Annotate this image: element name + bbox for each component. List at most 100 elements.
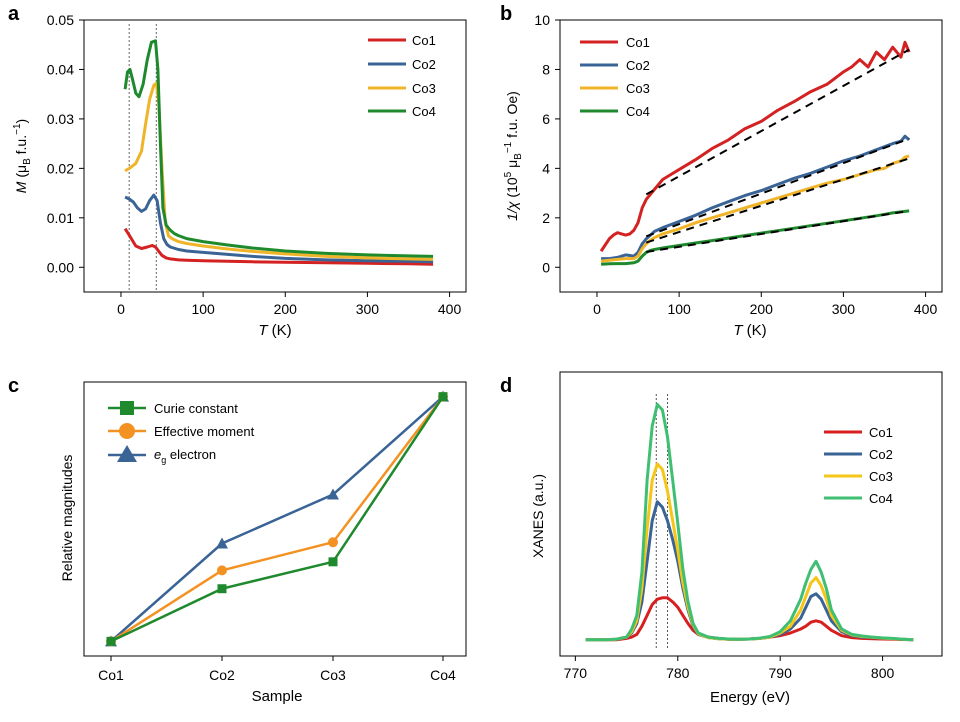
panel-b-legend-item-co2: Co2 xyxy=(580,58,650,73)
panel-c-x-tick-label-co3: Co3 xyxy=(320,667,346,683)
panel-a-legend-label-co2: Co2 xyxy=(412,57,436,72)
panel-a-y-axis-label-sup: −1 xyxy=(12,123,23,135)
panel-a-series-co1 xyxy=(123,227,434,266)
panel-c-ticks: Co1 Co2 Co3 Co4 xyxy=(98,656,456,683)
panel-c-legend-item-eg-electron: eg electron xyxy=(108,445,216,465)
panel-b-x-tick-label-300: 300 xyxy=(832,301,856,317)
panel-b-x-axis-label-var: T xyxy=(733,322,744,339)
panel-b-legend-label-co1: Co1 xyxy=(626,35,650,50)
panel-c-marker-curie-constant-co2 xyxy=(217,584,227,594)
panel-b-legend: Co1 Co2 Co3 Co4 xyxy=(580,35,650,119)
panel-a-y-axis-label-sub: B xyxy=(22,158,33,165)
panel-a-x-tick-label-400: 400 xyxy=(438,301,462,317)
panel-a-legend-item-co2: Co2 xyxy=(368,57,436,72)
panel-b-x-axis-label-unit: (K) xyxy=(743,322,767,339)
panel-c-legend-label-curie-constant: Curie constant xyxy=(154,401,238,416)
panel-d-legend-label-co4: Co4 xyxy=(869,491,893,506)
panel-c-series xyxy=(105,390,449,647)
panel-b-x-tick-label-200: 200 xyxy=(750,301,774,317)
panel-c-legend-marker-triangle xyxy=(117,445,137,462)
panel-a-legend-item-co1: Co1 xyxy=(368,33,436,48)
panel-c-marker-curie-constant-co4 xyxy=(438,392,448,402)
panel-c-marker-eg-electron-co2 xyxy=(216,537,228,549)
panel-b-fit-line-co3 xyxy=(645,157,910,244)
panel-c-legend-label-eg-main: e xyxy=(154,447,161,462)
panel-b-series-co1 xyxy=(599,40,911,253)
panel-b-x-tick-label-100: 100 xyxy=(667,301,691,317)
panel-b-legend-item-co3: Co3 xyxy=(580,81,650,96)
panel-a-y-axis-label-unit-c: ) xyxy=(13,119,29,124)
panel-d-y-axis-label: XANES (a.u.) xyxy=(530,474,546,558)
panel-c-legend-label-effective-moment: Effective moment xyxy=(154,424,255,439)
panel-c-legend-item-curie-constant: Curie constant xyxy=(108,401,238,416)
panel-a-y-tick-label-0-04: 0.04 xyxy=(47,61,74,77)
panel-c-legend-label-eg-electron: eg electron xyxy=(154,447,216,465)
panel-b-legend-item-co4: Co4 xyxy=(580,104,650,119)
panel-c-x-tick-label-co1: Co1 xyxy=(98,667,124,683)
panel-a-x-axis-label-var: T xyxy=(258,322,269,339)
panel-b-x-tick-label-0: 0 xyxy=(593,301,601,317)
panel-c-marker-curie-constant-co1 xyxy=(106,636,116,646)
panel-a-x-axis-label-unit: (K) xyxy=(268,322,292,339)
panel-c-legend-marker-circle xyxy=(119,423,135,439)
panel-a-series-co4 xyxy=(123,39,434,258)
panel-b-legend-label-co4: Co4 xyxy=(626,104,650,119)
panel-c-legend-label-eg-sub: g xyxy=(161,455,166,465)
panel-d-x-axis-label: Energy (eV) xyxy=(710,689,790,706)
panel-b-y-axis-label-sup2: −1 xyxy=(503,141,514,153)
panel-c-legend-item-effective-moment: Effective moment xyxy=(108,423,255,439)
panel-a-legend-item-co3: Co3 xyxy=(368,81,436,96)
panel-d: d 770 780 790 800 Energy (eV) XANES (a.u.) … xyxy=(500,371,943,706)
panel-b-y-axis-label-sub: B xyxy=(513,153,524,160)
panel-a-legend-label-co3: Co3 xyxy=(412,81,436,96)
panel-a-y-tick-label-0-00: 0.00 xyxy=(47,259,74,275)
panel-a-ticks: 0 100 200 300 400 0.00 0.01 0.02 0.03 0.04 0.05 xyxy=(47,12,462,317)
panel-b-y-tick-label-8: 8 xyxy=(542,61,550,77)
panel-b-fit-line-co4 xyxy=(646,209,910,253)
panel-c-legend: Curie constant Effective moment eg elect… xyxy=(108,401,255,465)
panel-a-reference-lines xyxy=(128,24,157,291)
panel-d-series xyxy=(585,403,914,642)
panel-d-legend-label-co1: Co1 xyxy=(869,425,893,440)
panel-c-legend-label-eg-rest: electron xyxy=(166,447,216,462)
panel-b-fit-line-co2 xyxy=(645,137,910,238)
panel-a-series xyxy=(123,39,434,266)
panel-b-y-tick-label-0: 0 xyxy=(542,259,550,275)
panel-b-label: b xyxy=(500,3,512,25)
panel-b-y-tick-label-2: 2 xyxy=(542,210,550,226)
panel-b-y-tick-label-4: 4 xyxy=(542,160,550,176)
panel-b-x-axis-label: T (K) xyxy=(733,322,766,339)
panel-b-legend-label-co3: Co3 xyxy=(626,81,650,96)
panel-b-y-axis-label-unit-c: f.u. Oe) xyxy=(504,91,520,142)
panel-b-frame xyxy=(559,19,943,293)
panel-a-y-axis-label-unit-b: f.u. xyxy=(13,135,29,158)
panel-a-legend-label-co4: Co4 xyxy=(412,104,436,119)
panel-a-y-tick-label-0-02: 0.02 xyxy=(47,160,74,176)
panel-c-y-axis-label: Relative magnitudes xyxy=(59,455,75,582)
panel-a-y-axis-label-var: M xyxy=(13,181,29,193)
panel-b: b 0 100 200 300 400 0 2 4 6 8 10 T (K) 1/χ (105 μB… xyxy=(500,3,943,339)
panel-b-y-axis-label-unit-b: μ xyxy=(504,160,520,172)
panel-a-legend: Co1 Co2 Co3 Co4 xyxy=(368,33,436,119)
panel-b-y-axis-label-unit-a: (10 xyxy=(504,177,520,201)
panel-a-y-axis-label-unit-a: (μ xyxy=(13,165,29,182)
panel-d-legend-item-co4: Co4 xyxy=(824,491,893,506)
panel-d-legend-item-co1: Co1 xyxy=(824,425,893,440)
panel-a-y-tick-label-0-05: 0.05 xyxy=(47,12,74,28)
panel-d-x-tick-label-780: 780 xyxy=(666,665,690,681)
panel-d-legend: Co1 Co2 Co3 Co4 xyxy=(824,425,893,506)
panel-c-marker-effective-moment-co3 xyxy=(328,537,338,548)
panel-c-x-tick-label-co2: Co2 xyxy=(209,667,235,683)
panel-b-legend-item-co1: Co1 xyxy=(580,35,650,50)
panel-d-legend-item-co3: Co3 xyxy=(824,469,893,484)
panel-b-y-tick-label-10: 10 xyxy=(534,12,550,28)
panel-b-y-tick-label-6: 6 xyxy=(542,111,550,127)
panel-a-x-tick-label-0: 0 xyxy=(117,301,125,317)
panel-a: a 0 100 200 300 4000.000.010.020.030.040.05 … xyxy=(8,3,467,339)
panel-a-y-axis-label: M (μB f.u.−1) xyxy=(12,119,33,193)
panel-d-ticks: 770 780 790 800 xyxy=(564,656,894,681)
panel-c-marker-eg-electron-co3 xyxy=(327,488,339,500)
panel-d-legend-item-co2: Co2 xyxy=(824,447,893,462)
panel-d-legend-label-co3: Co3 xyxy=(869,469,893,484)
panel-d-legend-label-co2: Co2 xyxy=(869,447,893,462)
